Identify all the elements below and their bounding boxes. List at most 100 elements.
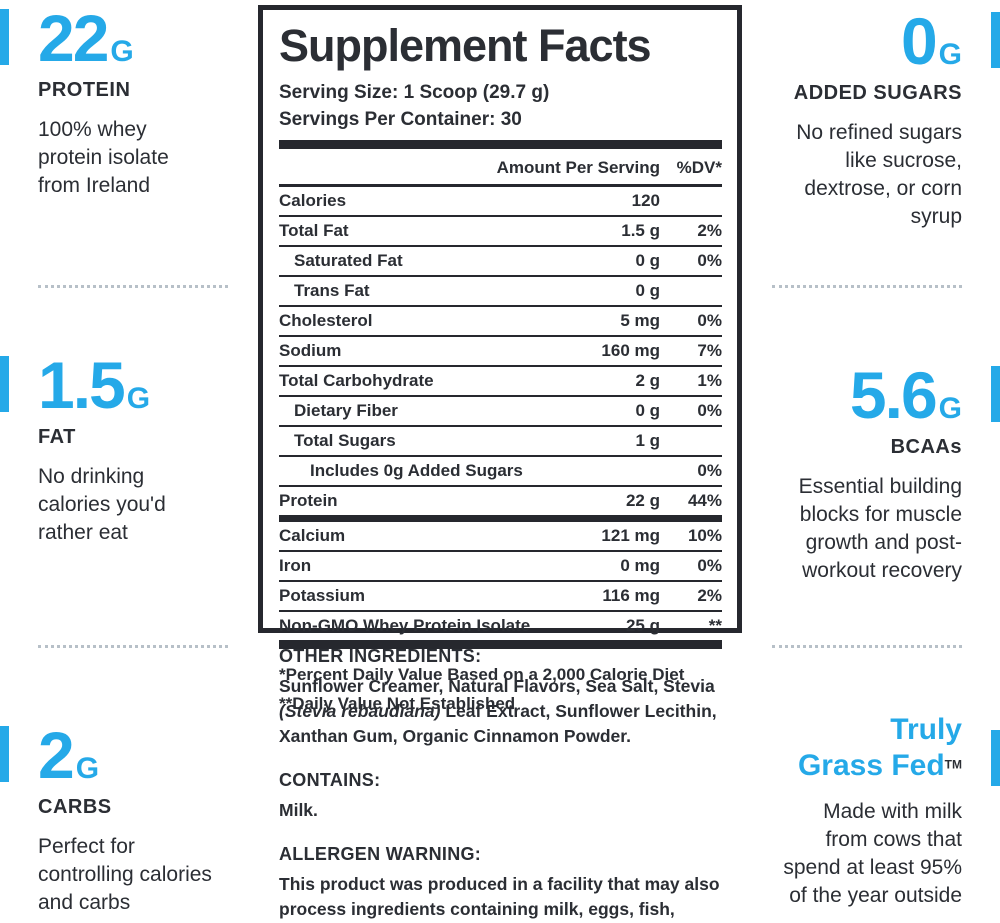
protein-value: 22 xyxy=(38,1,109,75)
contains-heading: CONTAINS: xyxy=(279,770,381,790)
table-row: Calories 120 xyxy=(279,187,722,218)
nutrient-name: Total Carbohydrate xyxy=(279,371,434,391)
nutrient-name: Total Sugars xyxy=(294,431,396,451)
protein-amount: 22 G xyxy=(38,5,240,71)
table-row: Non-GMO Whey Protein Isolate 25 g ** xyxy=(279,612,722,650)
nutrient-amount: 120 xyxy=(631,191,660,211)
nutrient-name: Calcium xyxy=(279,526,346,546)
dotted-divider xyxy=(772,645,962,648)
accent-bar xyxy=(0,726,9,782)
nutrient-amount: 0 g xyxy=(635,401,660,421)
nutrient-dv: 0% xyxy=(697,461,722,481)
fat-description: No drinking calories you'd rather eat xyxy=(38,465,166,544)
grass-fed-description: Made with milk from cows that spend at l… xyxy=(783,800,962,907)
nutrient-name: Non-GMO Whey Protein Isolate xyxy=(279,616,531,636)
other-ingredients-body: Sunflower Creamer, Natural Flavors, Sea … xyxy=(279,676,717,746)
table-row: Total Sugars 1 g xyxy=(279,427,722,458)
table-row: Saturated Fat 0 g 0% xyxy=(279,247,722,278)
nutrient-name: Sodium xyxy=(279,341,342,361)
footnotes: *Percent Daily Value Based on a 2,000 Ca… xyxy=(279,660,722,718)
table-row: Includes 0g Added Sugars 0% xyxy=(279,457,722,488)
nutrient-name: Iron xyxy=(279,556,312,576)
bcaas-description: Essential building blocks for muscle gro… xyxy=(798,475,962,582)
table-column-header: Amount Per Serving %DV* xyxy=(279,149,722,188)
stat-added-sugars: 0 G ADDED SUGARS No refined sugars like … xyxy=(760,8,1000,231)
protein-description: 100% whey protein isolate from Ireland xyxy=(38,118,169,197)
nutrient-dv: 0% xyxy=(697,401,722,421)
protein-label: PROTEIN xyxy=(38,79,131,101)
nutrient-name: Calories xyxy=(279,191,347,211)
nutrient-name: Saturated Fat xyxy=(294,251,403,271)
dotted-divider xyxy=(772,285,962,288)
nutrient-dv: 0% xyxy=(697,311,722,331)
nutrient-dv: 10% xyxy=(687,526,722,546)
nutrient-amount: 1.5 g xyxy=(621,221,660,241)
nutrient-amount: 0 g xyxy=(635,251,660,271)
fat-unit: G xyxy=(126,382,151,415)
carbs-description: Perfect for controlling calories and car… xyxy=(38,835,212,914)
fat-value: 1.5 xyxy=(38,348,126,422)
nutrient-amount: 25 g xyxy=(625,616,660,636)
nutrient-name: Dietary Fiber xyxy=(294,401,398,421)
nutrient-dv: 1% xyxy=(697,371,722,391)
nutrient-dv: 44% xyxy=(687,491,722,511)
carbs-value: 2 xyxy=(38,718,75,792)
nutrient-name: Cholesterol xyxy=(279,311,373,331)
nutrient-dv: 0% xyxy=(697,251,722,271)
panel-title: Supplement Facts xyxy=(279,20,652,71)
added-sugars-amount: 0 G xyxy=(760,8,962,74)
stat-bcaas: 5.6 G BCAAs Essential building blocks fo… xyxy=(760,362,1000,585)
dotted-divider xyxy=(38,645,228,648)
bcaas-amount: 5.6 G xyxy=(760,362,962,428)
nutrient-name: Potassium xyxy=(279,586,365,606)
nutrient-dv: 2% xyxy=(697,221,722,241)
carbs-label: CARBS xyxy=(38,796,112,818)
column-dv: %DV* xyxy=(676,158,722,178)
serving-size: Serving Size: 1 Scoop (29.7 g) xyxy=(279,82,550,104)
nutrient-amount: 5 mg xyxy=(620,311,660,331)
accent-bar xyxy=(991,730,1000,786)
table-row: Protein 22 g 44% xyxy=(279,487,722,523)
added-sugars-unit: G xyxy=(938,38,962,71)
allergen-block: ALLERGEN WARNING: This product was produ… xyxy=(279,844,731,923)
accent-bar xyxy=(0,9,9,65)
nutrient-amount: 0 mg xyxy=(620,556,660,576)
stat-grass-fed: Truly Grass FedTM Made with milk from co… xyxy=(760,712,1000,910)
accent-bar xyxy=(0,356,9,412)
table-row: Total Fat 1.5 g 2% xyxy=(279,217,722,248)
fat-label: FAT xyxy=(38,426,76,448)
stat-protein: 22 G PROTEIN 100% whey protein isolate f… xyxy=(0,5,240,200)
nutrient-name: Includes 0g Added Sugars xyxy=(310,461,523,481)
column-amount-per-serving: Amount Per Serving xyxy=(496,158,660,178)
table-row: Dietary Fiber 0 g 0% xyxy=(279,397,722,428)
table-row: Trans Fat 0 g xyxy=(279,277,722,308)
added-sugars-value: 0 xyxy=(900,4,938,78)
nutrient-dv: 0% xyxy=(697,556,722,576)
dotted-divider xyxy=(38,285,228,288)
accent-bar xyxy=(991,366,1000,422)
carbs-unit: G xyxy=(75,752,100,785)
separator-bar xyxy=(279,140,722,150)
ingredients-section: OTHER INGREDIENTS: Sunflower Creamer, Na… xyxy=(279,646,731,923)
nutrient-amount: 121 mg xyxy=(601,526,660,546)
nutrient-name: Total Fat xyxy=(279,221,349,241)
contains-body: Milk. xyxy=(279,800,318,820)
nutrient-amount: 22 g xyxy=(625,491,660,511)
nutrient-dv: ** xyxy=(708,616,722,636)
other-ingredients-heading: OTHER INGREDIENTS: xyxy=(279,646,482,666)
bcaas-label: BCAAs xyxy=(890,436,962,458)
footnote-not-established: **Daily Value Not Established xyxy=(279,694,516,714)
carbs-amount: 2 G xyxy=(38,722,240,788)
grass-fed-title: Truly Grass FedTM xyxy=(797,713,962,782)
table-row: Iron 0 mg 0% xyxy=(279,552,722,583)
allergen-body: This product was produced in a facility … xyxy=(279,874,720,919)
table-row: Potassium 116 mg 2% xyxy=(279,582,722,613)
latin-name-italic: (Stevia rebaudiana) xyxy=(279,701,441,721)
bcaas-unit: G xyxy=(938,392,962,425)
nutrient-amount: 160 mg xyxy=(601,341,660,361)
nutrient-amount: 116 mg xyxy=(602,586,660,606)
servings-per-container: Servings Per Container: 30 xyxy=(279,109,522,131)
table-row: Sodium 160 mg 7% xyxy=(279,337,722,368)
table-row: Cholesterol 5 mg 0% xyxy=(279,307,722,338)
